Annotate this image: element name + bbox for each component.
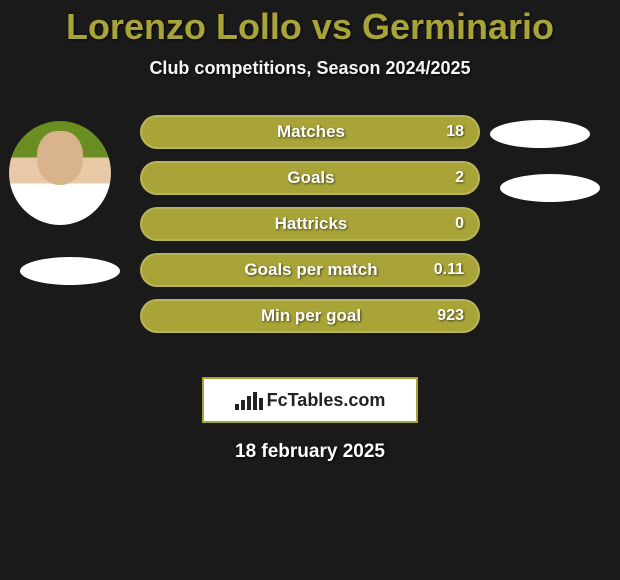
stat-row: Goals 2 [140,161,480,195]
player-avatar-left [9,121,111,225]
avatar-base-right-2 [500,174,600,202]
stat-label: Matches [158,122,464,142]
page-subtitle: Club competitions, Season 2024/2025 [0,58,620,79]
footer-logo-text: FcTables.com [267,390,386,411]
stat-label: Goals per match [158,260,464,280]
stat-label: Hattricks [158,214,464,234]
stat-row: Hattricks 0 [140,207,480,241]
stat-value: 2 [455,169,464,187]
bar-chart-icon [235,390,263,410]
stat-row: Matches 18 [140,115,480,149]
stat-label: Goals [158,168,464,188]
footer-logo[interactable]: FcTables.com [202,377,418,423]
stat-value: 0 [455,215,464,233]
stat-label: Min per goal [158,306,464,326]
footer-date: 18 february 2025 [0,441,620,463]
stat-rows: Matches 18 Goals 2 Hattricks 0 Goals per… [140,115,480,345]
avatar-base-right-1 [490,120,590,148]
stat-row: Goals per match 0.11 [140,253,480,287]
stat-value: 18 [446,123,464,141]
page-title: Lorenzo Lollo vs Germinario [0,0,620,48]
stat-value: 923 [437,307,464,325]
stat-value: 0.11 [434,261,464,279]
comparison-panel: Matches 18 Goals 2 Hattricks 0 Goals per… [0,107,620,357]
stat-row: Min per goal 923 [140,299,480,333]
avatar-base-left [20,257,120,285]
